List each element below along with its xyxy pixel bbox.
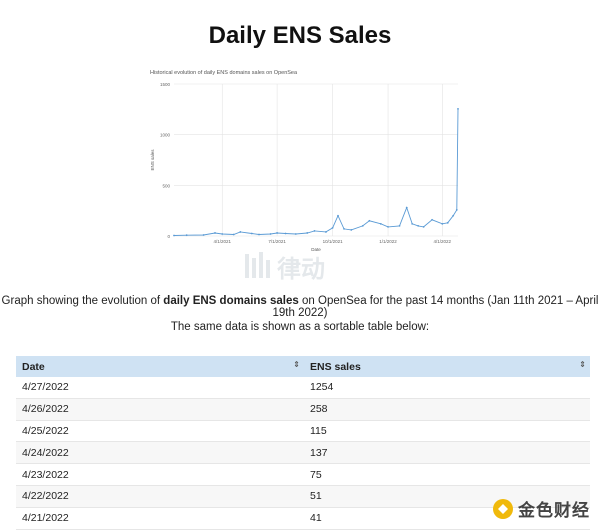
watermark-text: 律动 xyxy=(277,255,325,283)
data-point xyxy=(350,229,353,231)
caption-bold: daily ENS domains sales xyxy=(163,294,299,307)
table-cell-sales: 137 xyxy=(304,441,590,465)
y-axis-label: ENS sales xyxy=(150,149,155,171)
data-point xyxy=(441,222,444,225)
data-point xyxy=(446,221,449,224)
data-point xyxy=(405,206,408,209)
table-cell-date: 4/21/2022 xyxy=(16,507,304,530)
data-point xyxy=(313,230,316,232)
chart-svg: Historical evolution of daily ENS domain… xyxy=(150,70,459,252)
series-line xyxy=(173,108,459,236)
table-body: 4/27/2022 1254 4/26/2022 258 4/25/2022 115 4/2… xyxy=(16,377,590,530)
chart-title: Historical evolution of daily ENS domain… xyxy=(150,70,298,76)
x-tick-label: 1/1/2022 xyxy=(379,239,397,244)
data-point xyxy=(455,208,458,211)
table-row: 4/27/2022 1254 xyxy=(16,377,590,399)
column-header-date-label: Date xyxy=(22,360,45,373)
data-point xyxy=(431,218,433,221)
data-point xyxy=(239,231,242,233)
data-point xyxy=(284,232,287,235)
data-point xyxy=(232,233,235,236)
brand-watermark: 金色财经 xyxy=(493,496,590,521)
table-row: 4/25/2022 115 xyxy=(16,420,590,443)
table-row: 4/22/2022 51 xyxy=(16,485,590,508)
x-tick-label: 4/1/2022 xyxy=(434,239,452,244)
data-point xyxy=(269,233,272,235)
table-intro: The same data is shown as a sortable tab… xyxy=(170,320,430,333)
data-point xyxy=(325,231,327,233)
caption-prefix: Graph showing the evolution of xyxy=(1,294,164,307)
caption-suffix: on OpenSea for the past 14 months (Jan 1… xyxy=(272,294,599,319)
data-point xyxy=(214,232,216,234)
table-cell-sales: 258 xyxy=(304,398,590,421)
table-cell-date: 4/26/2022 xyxy=(16,398,304,421)
y-tick-label: 1000 xyxy=(160,133,171,138)
table-cell-date: 4/27/2022 xyxy=(16,377,304,399)
data-point xyxy=(337,214,339,217)
table-cell-sales: 51 xyxy=(304,485,590,508)
x-tick-label: 4/1/2021 xyxy=(213,239,231,244)
table-cell-sales: 115 xyxy=(304,420,590,443)
column-header-sales-label: ENS sales xyxy=(310,360,361,373)
ens-sales-chart: Historical evolution of daily ENS domain… xyxy=(146,66,466,256)
y-tick-label: 0 xyxy=(167,234,170,239)
table-header-row: Date ⇕ ENS sales ⇕ xyxy=(16,356,590,377)
x-tick-label: 10/1/2021 xyxy=(323,239,344,244)
data-point xyxy=(221,233,224,235)
data-point xyxy=(457,108,459,110)
y-tick-label: 500 xyxy=(162,183,170,188)
y-tick-label: 1500 xyxy=(160,82,171,87)
table-row: 4/26/2022 258 xyxy=(16,398,590,421)
data-point xyxy=(417,224,420,227)
data-point xyxy=(185,234,188,237)
data-point xyxy=(398,224,401,227)
column-header-sales[interactable]: ENS sales ⇕ xyxy=(304,356,590,377)
chart-caption: Graph showing the evolution of daily ENS… xyxy=(0,295,600,319)
table-row: 4/23/2022 75 xyxy=(16,463,590,486)
data-point xyxy=(387,225,389,228)
table-row: 4/24/2022 137 xyxy=(16,441,590,465)
data-point xyxy=(368,219,371,222)
table-cell-date: 4/22/2022 xyxy=(16,485,304,508)
brand-text: 金色财经 xyxy=(518,501,590,520)
column-header-date[interactable]: Date ⇕ xyxy=(16,356,304,377)
data-point xyxy=(331,226,334,229)
data-point xyxy=(306,232,309,234)
table-cell-date: 4/24/2022 xyxy=(16,441,304,465)
data-point xyxy=(294,233,297,235)
sort-icon[interactable]: ⇕ xyxy=(579,360,586,369)
x-tick-label: 7/1/2021 xyxy=(268,239,286,244)
page-title: Daily ENS Sales xyxy=(208,22,392,49)
data-point xyxy=(422,225,425,228)
data-point xyxy=(343,228,345,230)
sales-table: Date ⇕ ENS sales ⇕ 4/27/2022 1254 4/26/202… xyxy=(16,356,590,530)
data-point xyxy=(276,232,279,234)
data-point xyxy=(452,214,455,217)
table-cell-sales: 1254 xyxy=(304,377,590,399)
sort-icon[interactable]: ⇕ xyxy=(293,360,300,369)
data-point xyxy=(173,234,175,237)
x-axis-label: Date xyxy=(311,247,321,252)
brand-logo-icon xyxy=(493,498,513,519)
watermark-logo: 律动 xyxy=(243,250,358,289)
data-point xyxy=(411,222,414,225)
table-cell-date: 4/23/2022 xyxy=(16,463,304,486)
data-point xyxy=(202,234,205,236)
data-point xyxy=(250,232,253,235)
table-cell-date: 4/25/2022 xyxy=(16,420,304,443)
data-point xyxy=(258,233,260,236)
data-point xyxy=(379,222,382,225)
sales-table-container: Date ⇕ ENS sales ⇕ 4/27/2022 1254 4/26/202… xyxy=(16,356,590,530)
table-cell-sales: 75 xyxy=(304,463,590,486)
data-point xyxy=(361,224,364,227)
